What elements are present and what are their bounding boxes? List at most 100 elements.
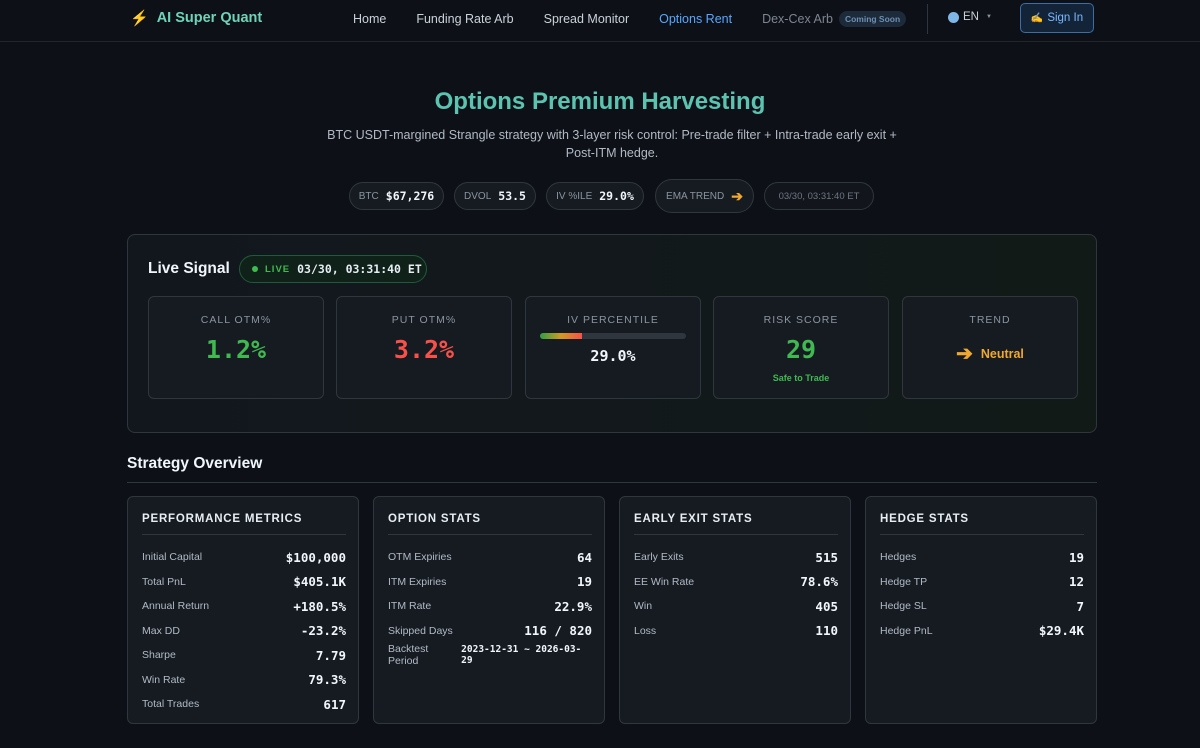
stat-row: Initial Capital $100,000 [142, 545, 346, 570]
stat-value: 617 [323, 696, 346, 712]
ema-label: EMA TREND [666, 190, 725, 202]
live-label: LIVE [265, 263, 291, 275]
stat-row: Early Exits 515 [634, 545, 838, 570]
stat-row: Skipped Days 116 / 820 [388, 619, 592, 644]
brand-logo[interactable]: ⚡ AI Super Quant [130, 9, 262, 27]
risk-score-card: RISK SCORE 29 Safe to Trade [713, 296, 889, 399]
stat-value: 7.79 [315, 647, 346, 663]
stat-value: $100,000 [285, 549, 346, 565]
live-dot-icon [252, 266, 258, 272]
nav-link-dex-cex-arb: Dex-Cex Arb [762, 12, 833, 26]
put-otm-card: PUT OTM% 3.2% [336, 296, 512, 399]
live-signal-panel: Live Signal LIVE 03/30, 03:31:40 ET CALL… [127, 234, 1097, 433]
option-stats-card: OPTION STATS OTM Expiries 64 ITM Expiries… [373, 496, 605, 724]
nav-link-options-rent[interactable]: Options Rent [659, 12, 733, 26]
stat-row: Loss 110 [634, 619, 838, 644]
hedge-stats-card: HEDGE STATS Hedges 19 Hedge TP 12 Hedge SL… [865, 496, 1097, 724]
coming-soon-badge: Coming Soon [838, 11, 907, 27]
timestamp-text: 03/30, 03:31:40 ET [778, 190, 860, 202]
stat-value: 12 [1068, 574, 1084, 590]
risk-note: Safe to Trade [772, 373, 830, 383]
stat-row: Hedge SL 7 [880, 594, 1084, 619]
stat-row: Win 405 [634, 594, 838, 619]
stat-row: Hedges 19 [880, 545, 1084, 570]
sign-in-label: Sign In [1047, 12, 1084, 24]
stat-row: Total Trades 617 [142, 692, 346, 717]
stat-value: 405 [815, 598, 838, 614]
early-exit-stats-title: EARLY EXIT STATS [634, 513, 753, 525]
trend-row: ➔ Neutral [903, 341, 1077, 366]
stat-label: Sharpe [142, 649, 176, 662]
stat-value: +180.5% [293, 598, 346, 614]
card-divider [634, 534, 838, 535]
stat-label: OTM Expiries [388, 551, 452, 564]
stat-label: Hedges [880, 551, 917, 564]
stat-label: Win Rate [142, 673, 186, 686]
stat-row: Win Rate 79.3% [142, 668, 346, 693]
iv-percentile-card: IV PERCENTILE 29.0% [525, 296, 701, 399]
stat-label: Total Trades [142, 698, 200, 711]
stat-label: Hedge SL [880, 600, 927, 613]
stat-label: Initial Capital [142, 551, 203, 564]
trend-label: TREND [969, 314, 1011, 326]
nav-link-funding-rate-arb[interactable]: Funding Rate Arb [416, 12, 514, 26]
btc-label: BTC [358, 190, 379, 202]
dvol-label: DVOL [464, 190, 492, 202]
risk-score-value: 29 [785, 335, 817, 364]
nav-link-home[interactable]: Home [353, 12, 387, 26]
globe-icon [948, 11, 959, 23]
live-signal-title: Live Signal [148, 260, 230, 277]
risk-score-label: RISK SCORE [763, 314, 839, 326]
stat-label: Win [634, 600, 653, 613]
trend-card: TREND ➔ Neutral [902, 296, 1078, 399]
stat-label: Hedge PnL [880, 624, 933, 637]
sign-in-button[interactable]: ✍ Sign In [1020, 3, 1094, 33]
stat-rows: Early Exits 515 EE Win Rate 78.6% Win 405 L… [634, 545, 838, 643]
stat-row: Total PnL $405.1K [142, 570, 346, 595]
stat-label: Early Exits [634, 551, 684, 564]
stat-label: ITM Expiries [388, 575, 447, 588]
iv-percentile-value: 29.0% [590, 347, 636, 365]
stat-row: ITM Expiries 19 [388, 570, 592, 595]
dvol-value: 53.5 [498, 189, 526, 203]
stat-value: 79.3% [308, 672, 346, 688]
stat-value: 64 [576, 549, 592, 565]
stat-value: -23.2% [300, 623, 346, 639]
language-label: EN [963, 11, 979, 23]
nav-link-spread-monitor[interactable]: Spread Monitor [543, 12, 630, 26]
caret-down-icon: ▼ [985, 14, 992, 20]
dvol-pill: DVOL 53.5 [454, 182, 536, 210]
iv-percentile-fill [540, 333, 583, 339]
stat-row: Max DD -23.2% [142, 619, 346, 644]
btc-value: $67,276 [385, 189, 435, 203]
nav-links: Home Funding Rate Arb Spread Monitor Opt… [353, 11, 907, 27]
stat-value: 116 / 820 [524, 623, 592, 639]
stat-label: EE Win Rate [634, 575, 695, 588]
hedge-stats-title: HEDGE STATS [880, 513, 969, 525]
performance-metrics-title: PERFORMANCE METRICS [142, 513, 303, 525]
stat-rows: OTM Expiries 64 ITM Expiries 19 ITM Rate 22… [388, 545, 592, 668]
page-title: Options Premium Harvesting [434, 88, 766, 115]
stat-label: Max DD [142, 624, 180, 637]
language-selector[interactable]: EN ▼ [948, 11, 992, 23]
brand-name: AI Super Quant [156, 10, 263, 26]
stat-label: Annual Return [142, 600, 210, 613]
timestamp-pill: 03/30, 03:31:40 ET [764, 182, 874, 210]
iv-pill: IV %ILE 29.0% [546, 182, 644, 210]
stat-value: 22.9% [554, 598, 592, 614]
early-exit-stats-card: EARLY EXIT STATS Early Exits 515 EE Win R… [619, 496, 851, 724]
call-otm-card: CALL OTM% 1.2% [148, 296, 324, 399]
trend-value: Neutral [980, 346, 1024, 361]
stat-value: $29.4K [1038, 623, 1084, 639]
stat-value: 515 [815, 549, 838, 565]
stat-row: Sharpe 7.79 [142, 643, 346, 668]
strategy-overview-title: Strategy Overview [127, 455, 263, 472]
stat-value: 78.6% [800, 574, 838, 590]
live-timestamp: 03/30, 03:31:40 ET [297, 262, 422, 276]
option-stats-title: OPTION STATS [388, 513, 481, 525]
stat-row: Hedge PnL $29.4K [880, 619, 1084, 644]
call-otm-value: 1.2% [205, 335, 267, 364]
live-status-badge: LIVE 03/30, 03:31:40 ET [239, 255, 427, 283]
stat-row: Backtest Period 2023-12-31 ~ 2026-03-29 [388, 643, 592, 668]
stat-label: Loss [634, 624, 657, 637]
